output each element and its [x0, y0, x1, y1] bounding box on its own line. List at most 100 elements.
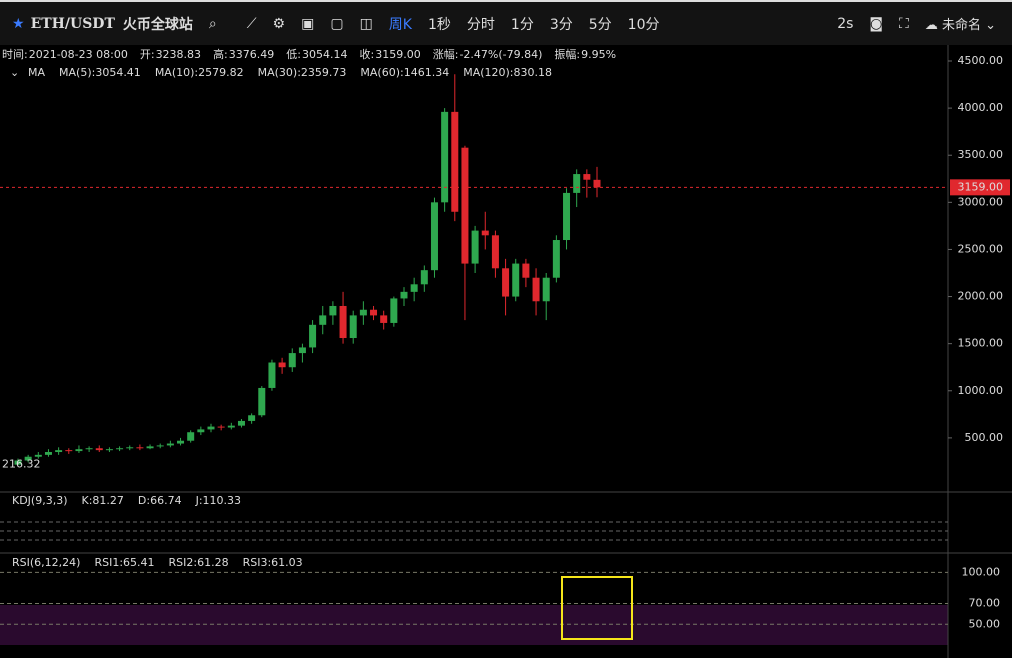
- candle-body: [390, 298, 398, 323]
- info-label: 开:: [140, 48, 155, 61]
- candle-body: [166, 443, 174, 446]
- candle-body: [85, 448, 93, 450]
- info-value: -2.47%(-79.84): [459, 48, 542, 61]
- chart-icon[interactable]: ▣: [301, 15, 315, 32]
- candle-body: [542, 277, 550, 302]
- toolbar: ★ ETH/USDT 火币全球站 ⌕ ⟋ ⚙ ▣ ▢ ◫ 周K 1秒 分时 1分 3分 5…: [0, 0, 1012, 45]
- search-icon[interactable]: ⌕: [208, 15, 217, 32]
- fullscreen-icon[interactable]: ⛶: [899, 15, 909, 32]
- candle-body: [471, 230, 479, 264]
- y-tick-label: 3000.00: [958, 195, 1004, 208]
- legend-title: MA: [28, 66, 45, 79]
- info-label: 振幅:: [554, 47, 580, 61]
- settings-icon[interactable]: ⚙: [272, 15, 286, 32]
- candle-body: [227, 425, 235, 428]
- periods: 周K 1秒 分时 1分 3分 5分 10分: [389, 14, 676, 34]
- candle-body: [288, 353, 296, 368]
- legend-item: J:110.33: [195, 494, 241, 507]
- candle-body: [441, 111, 449, 203]
- candle-body: [552, 240, 560, 278]
- refresh[interactable]: 2s: [837, 15, 854, 32]
- candle-body: [400, 291, 408, 299]
- candle-body: [278, 362, 286, 368]
- info-value: 2021-08-23 08:00: [29, 48, 128, 61]
- candle-body: [187, 432, 195, 441]
- candle-body: [44, 452, 52, 455]
- layout-icon[interactable]: ◫: [359, 15, 373, 32]
- info-label: 高:: [213, 47, 228, 61]
- last-price-label: 3159.00: [958, 180, 1004, 193]
- candle-body: [461, 147, 469, 264]
- candle-body: [126, 447, 134, 449]
- rsi-tick-label: 100.00: [962, 565, 1001, 578]
- exchange: 火币全球站: [122, 16, 193, 33]
- info-value: 9.95%: [581, 48, 616, 61]
- period[interactable]: 1秒: [427, 16, 451, 33]
- candle-body: [217, 426, 225, 428]
- legend-title: KDJ(9,3,3): [12, 494, 68, 507]
- period[interactable]: 分时: [466, 16, 495, 33]
- candle-body: [105, 449, 113, 451]
- candle-body: [573, 174, 581, 193]
- rsi-tick-label: 50.00: [969, 617, 1001, 630]
- info-value: 3054.14: [302, 48, 348, 61]
- legend-item: MA(10):2579.82: [155, 66, 244, 79]
- candle-body: [197, 429, 205, 433]
- indicator-icon[interactable]: ⟋: [246, 15, 257, 32]
- candle-body: [339, 305, 347, 339]
- candle-body: [116, 448, 124, 450]
- period[interactable]: 周K: [388, 16, 412, 33]
- candle-body: [75, 449, 83, 452]
- info-label: 涨幅:: [433, 48, 459, 61]
- info-value: 3159.00: [375, 48, 421, 61]
- star[interactable]: ★: [12, 15, 25, 32]
- candle-body: [380, 315, 388, 323]
- candle-body: [237, 420, 245, 426]
- period[interactable]: 1分: [510, 16, 534, 33]
- candle-body: [563, 192, 571, 241]
- y-tick-label: 3500.00: [958, 148, 1004, 161]
- compare-icon[interactable]: ▢: [330, 15, 344, 32]
- candle-body: [593, 179, 601, 188]
- period[interactable]: 3分: [549, 16, 573, 33]
- candle-body: [136, 447, 144, 449]
- last-price-box: [950, 179, 1010, 196]
- candle-body: [14, 460, 22, 465]
- info-label: 时间:: [2, 48, 28, 61]
- candle-body: [156, 445, 164, 447]
- candle-body: [319, 315, 327, 325]
- rsi-fill: [0, 605, 948, 645]
- legend-item: RSI1:65.41: [94, 556, 154, 569]
- symbol[interactable]: ETH/USDT: [30, 15, 115, 32]
- highlight-box: [561, 576, 633, 640]
- candle-body: [451, 111, 459, 212]
- rsi-tick-label: 70.00: [969, 597, 1001, 610]
- candle-body: [298, 347, 306, 354]
- candle-body: [146, 446, 154, 449]
- candle-body: [481, 230, 489, 236]
- period[interactable]: 5分: [588, 16, 612, 33]
- info-value: 3376.49: [229, 48, 275, 61]
- candle-body: [329, 305, 337, 316]
- candle-body: [430, 202, 438, 271]
- candle-body: [583, 174, 591, 180]
- candle-body: [370, 309, 378, 316]
- candle-body: [24, 456, 32, 461]
- legend-item: RSI2:61.28: [169, 556, 229, 569]
- info-value: 3238.83: [156, 48, 202, 61]
- legend-item: MA(30):2359.73: [258, 66, 347, 79]
- period[interactable]: 10分: [627, 16, 660, 33]
- camera-icon[interactable]: ◙: [869, 15, 883, 32]
- legend-item: D:66.74: [138, 494, 182, 507]
- y-tick-label: 2500.00: [958, 242, 1004, 255]
- legend-title: RSI(6,12,24): [12, 556, 80, 569]
- ma-toggle: ⌄: [10, 66, 19, 79]
- candle-body: [34, 454, 42, 457]
- y-tick-label: 1500.00: [958, 337, 1004, 350]
- y-tick-label: 4500.00: [958, 54, 1004, 67]
- candle-body: [65, 450, 73, 452]
- candle-body: [55, 450, 63, 453]
- chart: 时间: 2021-08-23 08:00 开: 3238.83 高: 3376.49 低: 3…: [0, 45, 1012, 658]
- layout-name[interactable]: ☁ 未命名 ⌄: [924, 18, 996, 33]
